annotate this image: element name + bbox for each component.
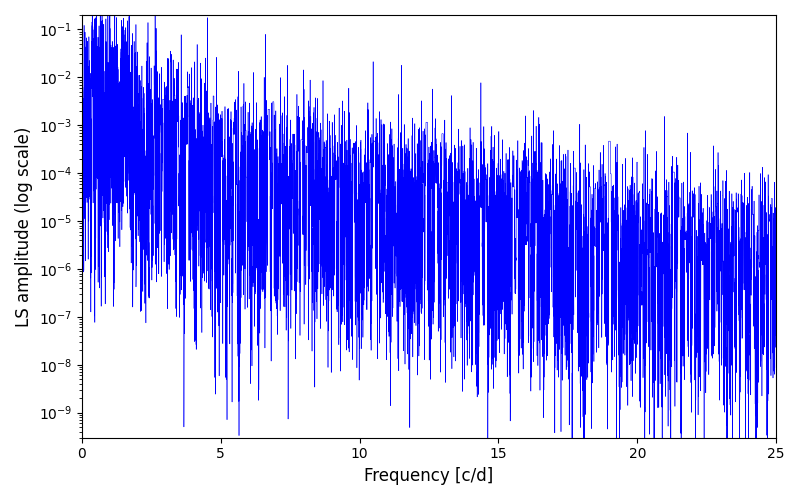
X-axis label: Frequency [c/d]: Frequency [c/d] bbox=[364, 467, 494, 485]
Y-axis label: LS amplitude (log scale): LS amplitude (log scale) bbox=[15, 126, 33, 326]
